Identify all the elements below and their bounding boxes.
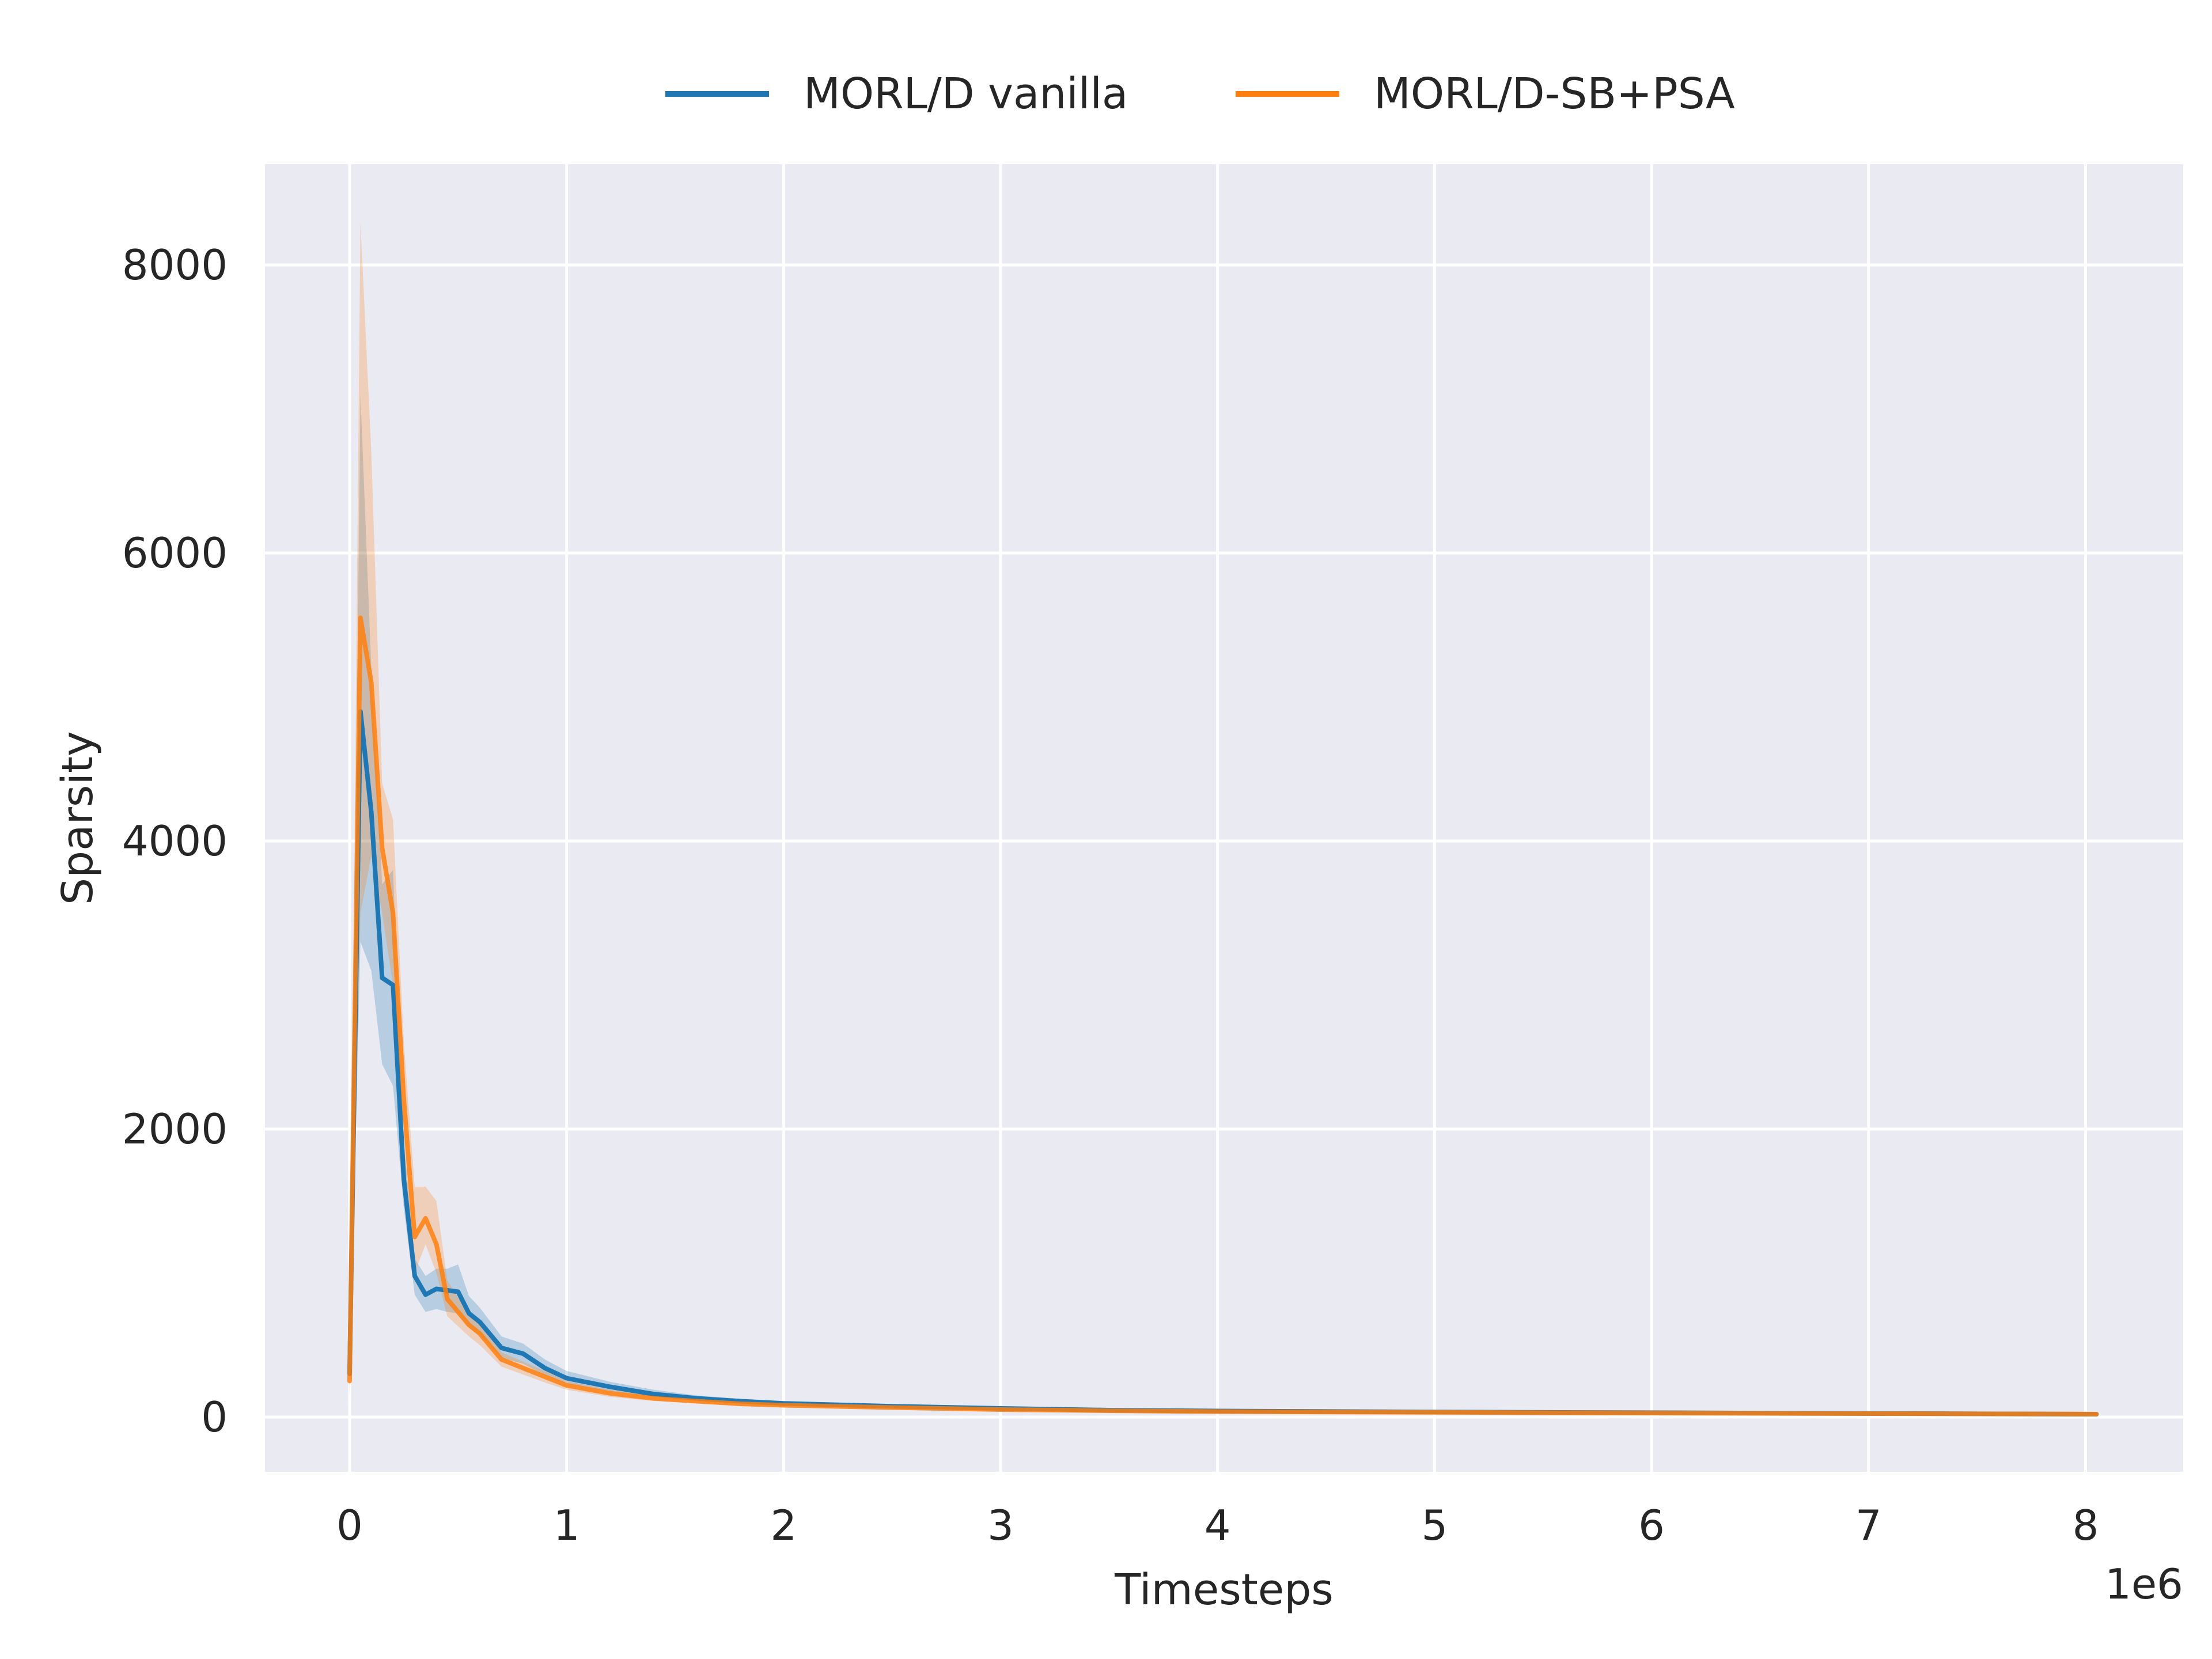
x-axis-label: Timesteps: [1114, 1565, 1334, 1615]
plot-background: [265, 164, 2183, 1472]
x-tick-label: 8: [2073, 1501, 2099, 1550]
x-tick-label: 4: [1205, 1501, 1231, 1550]
x-tick-label: 0: [336, 1501, 363, 1550]
x-tick-labels: 0 1 2 3 4 5 6 7 8: [336, 1501, 2099, 1550]
y-tick-labels: 0 2000 4000 6000 8000: [122, 241, 228, 1441]
y-axis-label: Sparsity: [53, 731, 103, 905]
x-tick-label: 6: [1638, 1501, 1665, 1550]
grid: [265, 164, 2183, 1472]
y-tick-label: 8000: [122, 241, 228, 289]
y-tick-label: 0: [201, 1393, 228, 1441]
x-offset-label: 1e6: [2105, 1560, 2183, 1608]
series-line-2: [347, 615, 2099, 1416]
legend: MORL/D vanilla MORL/D-SB+PSA: [665, 69, 1735, 119]
y-tick-label: 6000: [122, 529, 228, 577]
x-tick-label: 7: [1855, 1501, 1882, 1550]
legend-label-1: MORL/D vanilla: [804, 69, 1128, 119]
y-tick-label: 4000: [122, 817, 228, 865]
x-tick-label: 3: [987, 1501, 1014, 1550]
legend-label-2: MORL/D-SB+PSA: [1374, 69, 1735, 119]
y-tick-label: 2000: [122, 1105, 228, 1153]
x-tick-label: 2: [770, 1501, 797, 1550]
series-lines: [347, 615, 2099, 1416]
x-tick-label: 1: [554, 1501, 580, 1550]
x-tick-label: 5: [1421, 1501, 1448, 1550]
